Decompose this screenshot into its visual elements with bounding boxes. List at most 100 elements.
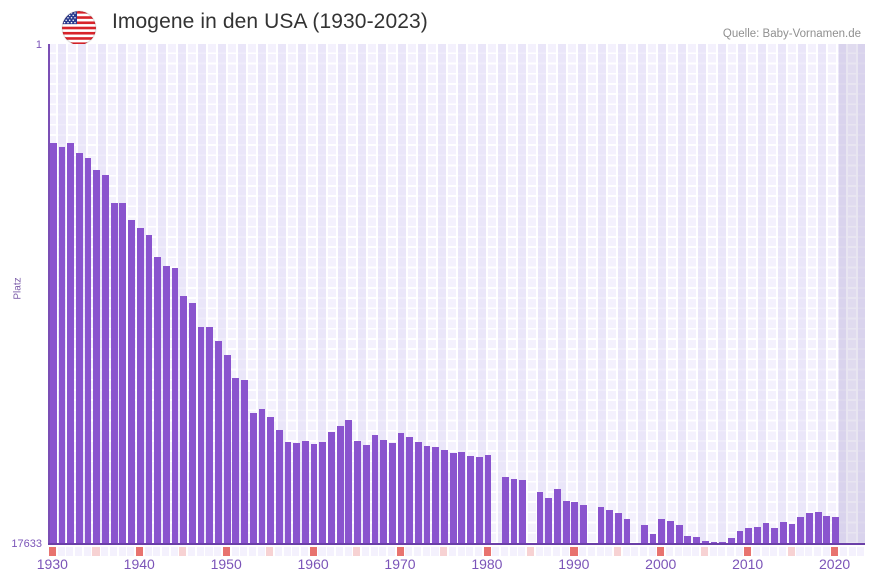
bar <box>823 516 831 543</box>
bar <box>467 456 474 543</box>
x-tick-cell <box>405 547 413 556</box>
bar <box>284 442 292 543</box>
x-tick-cell <box>231 547 239 556</box>
x-tick-cell <box>457 547 465 556</box>
bar <box>684 536 692 543</box>
x-axis-tick-label: 1940 <box>123 556 155 572</box>
x-tick-cell <box>474 547 482 556</box>
x-tick-cell <box>440 547 448 556</box>
x-tick-cell <box>205 547 213 556</box>
bar-series <box>48 44 865 545</box>
bar <box>110 203 118 543</box>
x-tick-cell <box>666 547 674 556</box>
x-tick-cell <box>613 547 622 556</box>
x-axis-labels: 1930 1940 1950 1960 1970 1980 1990 2000 2010 2020 <box>37 556 865 584</box>
bar <box>649 534 657 543</box>
x-tick-cell <box>301 547 309 556</box>
bar <box>510 479 518 543</box>
bar <box>710 542 718 543</box>
x-axis-tick-label: 2010 <box>732 556 764 572</box>
x-tick-cell <box>422 547 430 556</box>
x-tick-cell <box>553 547 561 556</box>
x-tick-cell <box>735 547 743 556</box>
x-tick-cell <box>196 547 204 556</box>
x-tick-cell <box>344 547 352 556</box>
bar <box>232 378 240 543</box>
bar <box>562 501 570 543</box>
source-attribution: Quelle: Baby-Vornamen.de <box>722 28 861 40</box>
x-tick-cell <box>248 547 256 556</box>
x-tick-cell <box>839 547 847 556</box>
bar <box>832 517 839 543</box>
x-tick-cell <box>726 547 734 556</box>
x-tick-cell <box>535 547 543 556</box>
bar <box>441 450 448 543</box>
bar <box>354 441 361 543</box>
bar <box>102 175 109 543</box>
bar <box>719 542 726 543</box>
us-flag-icon <box>62 11 96 45</box>
x-tick-cell <box>527 547 535 556</box>
x-tick-cell <box>283 547 291 556</box>
bar <box>814 512 822 543</box>
x-tick-cell <box>561 547 569 556</box>
bar <box>762 523 770 543</box>
x-tick-cell <box>266 547 274 556</box>
x-tick-major <box>396 547 404 556</box>
x-tick-major <box>831 547 839 556</box>
x-tick-cell <box>257 547 265 556</box>
bar <box>223 355 231 543</box>
bar <box>180 296 188 543</box>
page-title: Imogene in den USA (1930-2023) <box>112 10 428 33</box>
bar <box>667 521 674 543</box>
x-tick-cell <box>387 547 396 556</box>
x-tick-cell <box>787 547 795 556</box>
bar <box>501 477 509 543</box>
bar <box>397 433 405 543</box>
x-tick-cell <box>700 547 708 556</box>
bar <box>136 228 144 543</box>
bar <box>128 220 135 543</box>
x-tick-cell <box>101 547 109 556</box>
x-tick-cell <box>857 547 865 556</box>
x-tick-cell <box>770 547 778 556</box>
bar <box>701 541 709 543</box>
bar <box>545 498 553 543</box>
x-tick-cell <box>75 547 83 556</box>
bar <box>119 203 127 543</box>
x-tick-cell <box>83 547 91 556</box>
x-tick-cell <box>66 547 74 556</box>
bar <box>215 341 222 543</box>
bar <box>249 413 257 543</box>
bar <box>258 409 266 543</box>
bar <box>458 452 466 543</box>
bar <box>275 430 283 543</box>
bar <box>554 489 561 543</box>
bar <box>780 522 787 543</box>
x-tick-cell <box>796 547 804 556</box>
bar <box>423 446 431 543</box>
x-tick-cell <box>622 547 630 556</box>
bar <box>345 420 353 543</box>
x-tick-cell <box>500 547 509 556</box>
bar <box>771 528 779 543</box>
bar <box>606 510 613 543</box>
x-tick-cell <box>492 547 500 556</box>
x-tick-cell <box>170 547 178 556</box>
x-tick-cell <box>779 547 787 556</box>
bar <box>580 505 587 543</box>
x-tick-cell <box>518 547 526 556</box>
bar <box>319 442 327 543</box>
x-tick-cell <box>509 547 517 556</box>
bar <box>536 492 544 543</box>
x-tick-cell <box>92 547 100 556</box>
bar <box>310 444 318 543</box>
x-tick-cell <box>240 547 248 556</box>
x-tick-cell <box>848 547 856 556</box>
chart-plot-area <box>48 44 865 545</box>
bar <box>58 147 66 543</box>
x-tick-cell <box>718 547 726 556</box>
x-tick-cell <box>327 547 335 556</box>
bar <box>197 327 205 543</box>
x-tick-cell <box>109 547 117 556</box>
